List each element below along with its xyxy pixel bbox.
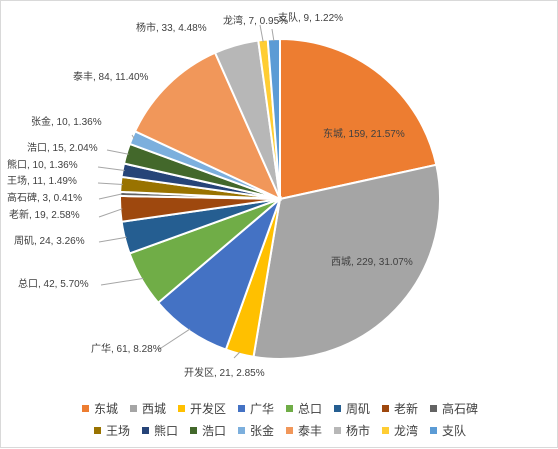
pie-slice-13: [133, 51, 282, 202]
legend-item: 总口: [286, 400, 322, 417]
legend-label: 熊口: [153, 424, 178, 438]
legend-swatch: [286, 405, 293, 412]
data-label-1: 东城, 159, 21.57%: [323, 127, 405, 140]
legend-swatch: [430, 427, 438, 434]
legend-item: 西城: [129, 400, 166, 417]
leader-line-11: [106, 149, 129, 155]
data-label-15: 龙湾, 7, 0.95%: [223, 14, 288, 27]
data-label-16: 支队, 9, 1.22%: [278, 11, 343, 24]
legend-swatch: [382, 427, 390, 434]
legend-swatch: [141, 427, 149, 434]
leader-line-7: [98, 208, 123, 218]
legend-label: 泰丰: [298, 424, 323, 438]
legend-item: 王场: [93, 422, 130, 439]
legend-label: 支队: [442, 424, 467, 438]
legend-label: 广华: [249, 402, 274, 416]
data-label-4: 广华, 61, 8.28%: [91, 342, 162, 355]
legend-item: 高石碑: [430, 400, 478, 417]
legend-label: 龙湾: [394, 424, 419, 438]
legend-row-1: 东城 西城 开发区 广华 总口 周矶 老新 高石碑: [1, 400, 558, 417]
data-label-11: 浩口, 15, 2.04%: [27, 142, 98, 154]
data-label-9: 王场, 11, 1.49%: [7, 174, 77, 187]
legend-item: 张金: [237, 422, 274, 439]
data-label-6: 周矶, 24, 3.26%: [14, 235, 85, 247]
leader-line-10: [97, 166, 125, 171]
data-label-12: 张金, 10, 1.36%: [31, 115, 102, 128]
legend-item: 杨市: [334, 422, 370, 439]
legend-item: 老新: [382, 400, 418, 417]
legend-label: 王场: [105, 424, 130, 438]
legend-item: 龙湾: [382, 422, 418, 439]
legend-item: 泰丰: [286, 422, 322, 439]
leader-line-12: [131, 134, 135, 139]
legend-swatch: [237, 427, 245, 434]
leader-line-8: [98, 193, 123, 200]
legend-swatch: [334, 427, 342, 434]
data-label-10: 熊口, 10, 1.36%: [7, 158, 78, 171]
data-label-8: 高石碑, 3, 0.41%: [7, 191, 82, 204]
legend-label: 东城: [93, 402, 118, 416]
legend-swatch: [430, 405, 438, 412]
leader-line-3: [233, 351, 241, 359]
legend-swatch: [286, 427, 293, 434]
pie-slice-2: [252, 163, 441, 360]
pie-slice-1: [279, 37, 438, 201]
legend-swatch: [93, 427, 101, 434]
legend-item: 浩口: [189, 422, 226, 439]
legend-swatch: [177, 405, 185, 412]
legend-item: 支队: [430, 422, 466, 439]
legend-label: 周矶: [346, 402, 371, 416]
legend-label: 开发区: [189, 402, 226, 416]
legend-swatch: [189, 427, 197, 434]
legend-label: 杨市: [346, 424, 371, 438]
legend-label: 浩口: [201, 424, 226, 438]
legend-swatch: [382, 405, 390, 412]
data-label-14: 杨市, 33, 4.48%: [136, 21, 207, 34]
legend-label: 老新: [394, 402, 419, 416]
legend-label: 张金: [249, 424, 274, 438]
leader-line-16: [271, 28, 275, 42]
legend-swatch: [334, 405, 342, 412]
leader-line-6: [98, 236, 127, 243]
legend-item: 开发区: [177, 400, 226, 417]
leader-line-15: [259, 24, 264, 42]
legend-item: 周矶: [334, 400, 370, 417]
leader-line-9: [97, 182, 123, 185]
legend-label: 西城: [141, 402, 166, 416]
leader-line-4: [157, 328, 191, 351]
data-label-5: 总口, 42, 5.70%: [18, 277, 89, 290]
data-label-3: 开发区, 21, 2.85%: [184, 366, 265, 379]
leader-line-5: [100, 277, 144, 286]
legend-label: 高石碑: [442, 402, 479, 416]
data-label-7: 老新, 19, 2.58%: [9, 208, 80, 221]
legend-swatch: [237, 405, 245, 412]
legend-item: 熊口: [141, 422, 178, 439]
legend-item: 东城: [81, 400, 118, 417]
legend-swatch: [81, 405, 89, 412]
legend-swatch: [129, 405, 137, 412]
legend-label: 总口: [298, 402, 323, 416]
data-label-13: 泰丰, 84, 11.40%: [73, 70, 149, 83]
legend-row-2: 王场 熊口 浩口 张金 泰丰 杨市 龙湾 支队: [1, 422, 558, 439]
data-label-2: 西城, 229, 31.07%: [331, 256, 413, 268]
legend-item: 广华: [237, 400, 274, 417]
